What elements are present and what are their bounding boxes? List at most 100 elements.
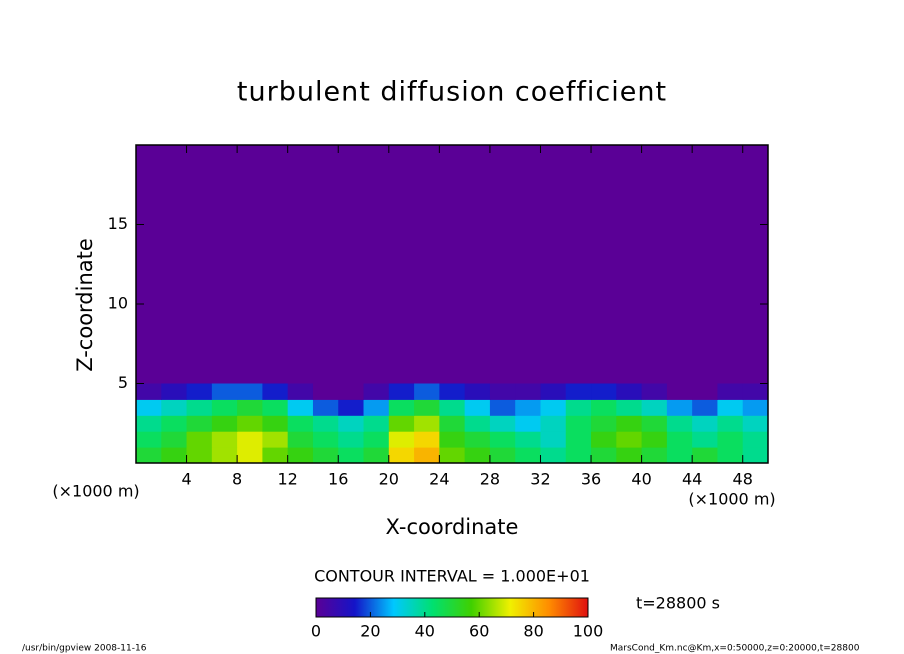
- x-tick-label: 4: [181, 470, 191, 489]
- x-tick-label: 16: [328, 470, 348, 489]
- field-cell: [414, 383, 440, 400]
- field-cell: [312, 431, 339, 448]
- field-cell: [388, 431, 415, 448]
- field-cell: [515, 431, 541, 448]
- field-cell: [161, 415, 188, 432]
- field-cell: [591, 447, 617, 464]
- x-tick-label: 40: [631, 470, 651, 489]
- field-cell: [666, 447, 693, 464]
- field-cell: [464, 431, 491, 448]
- field-cell: [262, 447, 289, 464]
- colorbar-tick-label: 20: [360, 622, 380, 641]
- x-tick-label: 44: [682, 470, 702, 489]
- x-unit: (×1000 m): [688, 490, 775, 509]
- field-cell: [338, 447, 365, 464]
- field-cell: [717, 447, 744, 464]
- field-cell: [338, 383, 365, 400]
- field-cell: [616, 447, 643, 464]
- field-cell: [616, 399, 643, 416]
- field-cell: [742, 431, 769, 448]
- field-cell: [414, 399, 440, 416]
- field-cell: [515, 447, 541, 464]
- colorbar-tick-label: 0: [311, 622, 321, 641]
- x-tick-label: 28: [480, 470, 500, 489]
- field-cell: [717, 431, 744, 448]
- field-cell: [540, 383, 567, 400]
- field-cell: [565, 431, 592, 448]
- field-cell: [540, 447, 567, 464]
- field-cell: [591, 431, 617, 448]
- colorbar-tick-label: 100: [573, 622, 604, 641]
- x-tick-label: 36: [581, 470, 601, 489]
- x-tick-label: 20: [379, 470, 399, 489]
- field-cell: [312, 383, 339, 400]
- field-cell: [186, 383, 213, 400]
- field-cell: [439, 399, 466, 416]
- field-cell: [312, 415, 339, 432]
- contour-interval: CONTOUR INTERVAL = 1.000E+01: [314, 567, 590, 586]
- field-cell: [439, 447, 466, 464]
- field-cell: [742, 415, 769, 432]
- field-cell: [616, 431, 643, 448]
- time-label: t=28800 s: [636, 594, 720, 613]
- field-cell: [464, 383, 491, 400]
- field-cell: [287, 415, 314, 432]
- field-cell: [742, 399, 769, 416]
- field-cell: [237, 383, 263, 400]
- y-axis-label: Z-coordinate: [73, 238, 97, 372]
- field-cell: [338, 415, 365, 432]
- field-cell: [312, 399, 339, 416]
- field-cell: [742, 383, 769, 400]
- field-cell: [161, 383, 188, 400]
- field-cell: [211, 399, 238, 416]
- field-cell: [692, 431, 718, 448]
- field-cell: [464, 415, 491, 432]
- field-cell: [591, 399, 617, 416]
- field-cell: [237, 415, 263, 432]
- field-cell: [363, 415, 390, 432]
- field-cell: [742, 447, 769, 464]
- field-cell: [262, 399, 289, 416]
- field-cell: [641, 447, 668, 464]
- field-cell: [489, 399, 516, 416]
- field-cell: [136, 431, 162, 448]
- field-cell: [717, 383, 744, 400]
- x-tick-label: 12: [278, 470, 298, 489]
- field-cell: [388, 383, 415, 400]
- field-cell: [388, 399, 415, 416]
- field-cell: [338, 431, 365, 448]
- field-cell: [515, 399, 541, 416]
- field-cell: [161, 447, 188, 464]
- field-cell: [641, 383, 668, 400]
- colorbar-tick-label: 60: [469, 622, 489, 641]
- field-cell: [262, 415, 289, 432]
- field-cell: [439, 431, 466, 448]
- field-cell: [287, 447, 314, 464]
- field-cell: [641, 399, 668, 416]
- field-cell: [666, 431, 693, 448]
- field-cell: [363, 399, 390, 416]
- field-cell: [211, 431, 238, 448]
- field-cell: [439, 415, 466, 432]
- field-cell: [540, 399, 567, 416]
- field-cell: [641, 415, 668, 432]
- field-cell: [717, 399, 744, 416]
- field-cell: [287, 399, 314, 416]
- field-cell: [565, 447, 592, 464]
- field-cell: [363, 431, 390, 448]
- x-tick-label: 8: [232, 470, 242, 489]
- field-cell: [136, 415, 162, 432]
- field-cell: [186, 399, 213, 416]
- field-cell: [237, 447, 263, 464]
- field-cell: [565, 383, 592, 400]
- colorbar: [315, 597, 589, 618]
- colorbar-tick-label: 80: [523, 622, 543, 641]
- field-cell: [489, 383, 516, 400]
- field-cell: [237, 431, 263, 448]
- field-cell: [414, 415, 440, 432]
- x-tick-label: 48: [733, 470, 753, 489]
- colorbar-tick-label: 40: [415, 622, 435, 641]
- field-cell: [363, 383, 390, 400]
- y-unit: (×1000 m): [52, 482, 139, 501]
